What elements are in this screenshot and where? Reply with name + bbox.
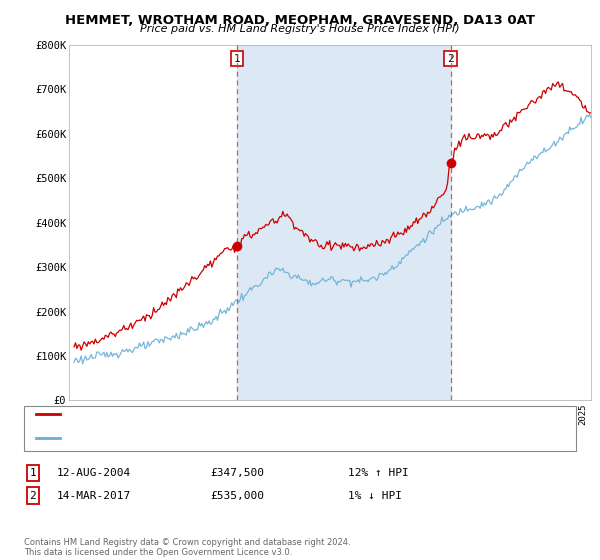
Text: 1: 1 [234, 54, 241, 64]
Text: 1% ↓ HPI: 1% ↓ HPI [348, 491, 402, 501]
Text: 2: 2 [447, 54, 454, 64]
Text: 12% ↑ HPI: 12% ↑ HPI [348, 468, 409, 478]
Text: £535,000: £535,000 [210, 491, 264, 501]
Text: HEMMET, WROTHAM ROAD, MEOPHAM, GRAVESEND, DA13 0AT: HEMMET, WROTHAM ROAD, MEOPHAM, GRAVESEND… [65, 14, 535, 27]
Text: HEMMET, WROTHAM ROAD, MEOPHAM, GRAVESEND, DA13 0AT (detached house): HEMMET, WROTHAM ROAD, MEOPHAM, GRAVESEND… [69, 409, 468, 419]
Bar [237, 45, 451, 400]
Text: £347,500: £347,500 [210, 468, 264, 478]
Text: HPI: Average price, detached house, Gravesham: HPI: Average price, detached house, Grav… [69, 433, 306, 444]
Text: 12-AUG-2004: 12-AUG-2004 [57, 468, 131, 478]
Bar [237, 45, 451, 400]
Text: Price paid vs. HM Land Registry's House Price Index (HPI): Price paid vs. HM Land Registry's House … [140, 24, 460, 34]
Text: 1: 1 [29, 468, 37, 478]
Text: 14-MAR-2017: 14-MAR-2017 [57, 491, 131, 501]
Text: 2: 2 [29, 491, 37, 501]
Text: Contains HM Land Registry data © Crown copyright and database right 2024.
This d: Contains HM Land Registry data © Crown c… [24, 538, 350, 557]
Bar [69, 45, 237, 400]
Bar [451, 45, 591, 400]
